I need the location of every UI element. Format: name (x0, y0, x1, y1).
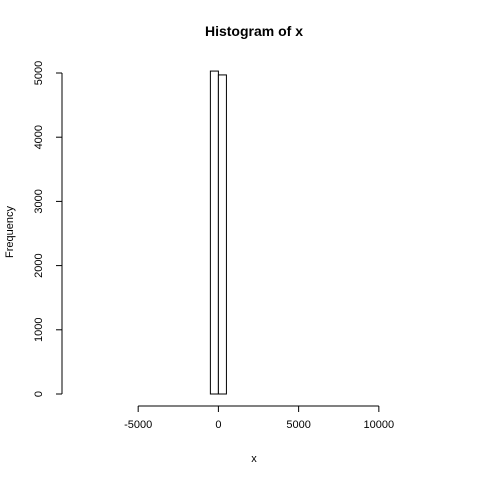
x-tick-label: 0 (215, 419, 221, 431)
y-axis-label: Frequency (4, 206, 16, 258)
x-axis: -5000 0 5000 10000 (124, 405, 395, 431)
y-tick-label: 0 (33, 391, 45, 397)
x-tick-label: -5000 (124, 419, 152, 431)
chart-title: Histogram of x (205, 23, 303, 39)
y-tick-label: 1000 (33, 318, 45, 342)
histogram-bars (209, 70, 227, 395)
histogram-bar (217, 74, 227, 395)
y-tick-label: 4000 (33, 125, 45, 149)
histogram-bar (209, 70, 219, 395)
y-tick-label: 2000 (33, 253, 45, 277)
x-tick-label: 5000 (286, 419, 310, 431)
y-tick-label: 3000 (33, 189, 45, 213)
x-tick-label: 10000 (364, 419, 395, 431)
y-tick-label: 5000 (33, 61, 45, 85)
x-axis-label: x (251, 453, 257, 465)
y-axis: 0 1000 2000 3000 4000 5000 (33, 61, 63, 397)
